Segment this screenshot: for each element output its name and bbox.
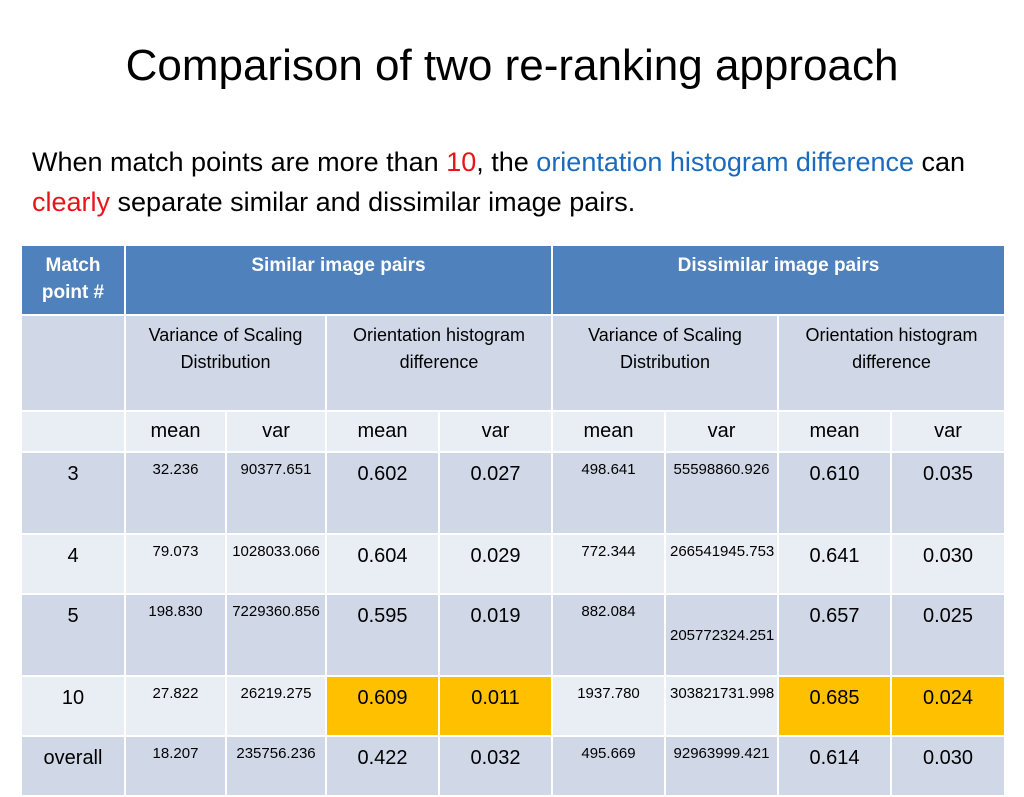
dissimilar-scaling-var: 92963999.421 [664, 735, 779, 797]
subtitle-number: 10 [446, 147, 477, 177]
table-row: 10 27.822 26219.275 0.609 0.011 1937.780… [20, 675, 1007, 737]
stat-var: var [664, 410, 779, 453]
similar-scaling-var: 7229360.856 [225, 593, 327, 677]
match-point-cell: 4 [20, 533, 126, 595]
dissimilar-orientation-var: 0.030 [889, 533, 1007, 595]
subtitle-emphasis: clearly [32, 187, 111, 217]
subheader-similar-orientation: Orientation histogram difference [325, 314, 553, 412]
subtitle-part-3: can [914, 147, 966, 177]
table-row: 4 79.073 1028033.066 0.604 0.029 772.344… [20, 533, 1007, 595]
similar-scaling-mean: 18.207 [124, 735, 227, 797]
similar-orientation-var: 0.029 [438, 533, 553, 595]
match-point-cell: overall [20, 735, 126, 797]
stat-empty [20, 410, 126, 453]
table-row: 3 32.236 90377.651 0.602 0.027 498.641 5… [20, 451, 1007, 535]
similar-orientation-mean: 0.604 [325, 533, 440, 595]
similar-scaling-mean: 27.822 [124, 675, 227, 737]
slide-subtitle: When match points are more than 10, the … [32, 142, 992, 222]
similar-scaling-mean: 32.236 [124, 451, 227, 535]
header-match-point: Match point # [20, 244, 126, 316]
stat-var: var [889, 410, 1007, 453]
similar-scaling-var: 235756.236 [225, 735, 327, 797]
table-row: 5 198.830 7229360.856 0.595 0.019 882.08… [20, 593, 1007, 677]
subheader-row: Variance of Scaling Distribution Orienta… [20, 314, 1007, 412]
match-point-cell: 3 [20, 451, 126, 535]
slide-title: Comparison of two re-ranking approach [125, 41, 899, 90]
dissimilar-orientation-var: 0.030 [889, 735, 1007, 797]
similar-scaling-mean: 198.830 [124, 593, 227, 677]
dissimilar-scaling-var: 266541945.753 [664, 533, 779, 595]
subtitle-part-2: , the [476, 147, 537, 177]
dissimilar-orientation-var: 0.025 [889, 593, 1007, 677]
subheader-similar-scaling: Variance of Scaling Distribution [124, 314, 327, 412]
match-point-cell: 10 [20, 675, 126, 737]
subheader-empty [20, 314, 126, 412]
similar-orientation-mean: 0.602 [325, 451, 440, 535]
similar-orientation-var: 0.027 [438, 451, 553, 535]
dissimilar-scaling-mean: 498.641 [551, 451, 666, 535]
stat-mean: mean [325, 410, 440, 453]
dissimilar-orientation-mean: 0.610 [777, 451, 892, 535]
subheader-dissimilar-orientation: Orientation histogram difference [776, 314, 1007, 412]
stat-mean: mean [124, 410, 227, 453]
stat-var: var [225, 410, 327, 453]
similar-scaling-var: 26219.275 [225, 675, 327, 737]
dissimilar-orientation-var-highlighted: 0.024 [889, 675, 1007, 737]
similar-scaling-var: 1028033.066 [225, 533, 327, 595]
similar-orientation-mean-highlighted: 0.609 [325, 675, 440, 737]
dissimilar-orientation-mean: 0.614 [777, 735, 892, 797]
match-point-cell: 5 [20, 593, 126, 677]
subtitle-part-4: separate similar and dissimilar image pa… [110, 187, 636, 217]
similar-scaling-mean: 79.073 [124, 533, 227, 595]
dissimilar-scaling-var: 55598860.926 [664, 451, 779, 535]
dissimilar-scaling-mean: 495.669 [551, 735, 666, 797]
stat-header-row: mean var mean var mean var mean var [20, 410, 1007, 453]
header-similar-pairs: Similar image pairs [124, 244, 553, 316]
similar-orientation-var-highlighted: 0.011 [438, 675, 553, 737]
dissimilar-scaling-mean: 1937.780 [551, 675, 666, 737]
subtitle-term: orientation histogram difference [536, 147, 915, 177]
stat-mean: mean [777, 410, 892, 453]
dissimilar-orientation-mean-highlighted: 0.685 [777, 675, 892, 737]
similar-orientation-var: 0.019 [438, 593, 553, 677]
dissimilar-scaling-var: 205772324.251 [664, 593, 779, 677]
header-dissimilar-pairs: Dissimilar image pairs [550, 244, 1007, 316]
stat-var: var [438, 410, 553, 453]
dissimilar-scaling-var: 303821731.998 [664, 675, 779, 737]
dissimilar-orientation-mean: 0.657 [777, 593, 892, 677]
dissimilar-orientation-var: 0.035 [889, 451, 1007, 535]
comparison-table: Match point # Similar image pairs Dissim… [20, 244, 1007, 797]
subheader-dissimilar-scaling: Variance of Scaling Distribution [551, 314, 779, 412]
dissimilar-scaling-mean: 882.084 [551, 593, 666, 677]
stat-mean: mean [551, 410, 666, 453]
similar-scaling-var: 90377.651 [225, 451, 327, 535]
similar-orientation-mean: 0.595 [325, 593, 440, 677]
subtitle-part-1: When match points are more than [32, 147, 447, 177]
dissimilar-orientation-mean: 0.641 [777, 533, 892, 595]
table-row: overall 18.207 235756.236 0.422 0.032 49… [20, 735, 1007, 797]
dissimilar-scaling-mean: 772.344 [551, 533, 666, 595]
header-row: Match point # Similar image pairs Dissim… [20, 244, 1007, 316]
similar-orientation-var: 0.032 [438, 735, 553, 797]
similar-orientation-mean: 0.422 [325, 735, 440, 797]
